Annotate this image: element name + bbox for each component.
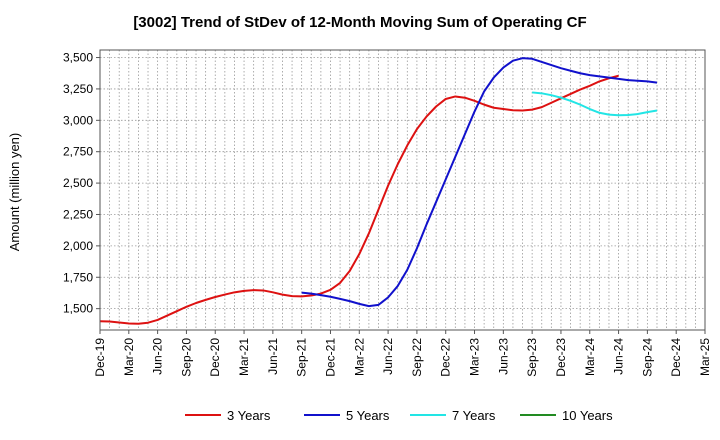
y-tick-label: 3,250	[63, 82, 93, 96]
legend-label-3-years: 3 Years	[227, 408, 271, 423]
series-line-3-years	[99, 74, 619, 325]
axis-layer: 1,500 1,750 2,000 2,250 2,500 2,750 3,000 3,250…	[63, 49, 712, 377]
x-tick-label: Sep-20	[179, 338, 193, 377]
legend-label-7-years: 7 Years	[452, 408, 496, 423]
y-tick-label: 2,750	[63, 145, 93, 159]
x-tick-label: Mar-22	[352, 338, 366, 376]
series-layer	[99, 57, 658, 325]
x-tick-label: Jun-22	[381, 338, 395, 375]
x-tick-label: Sep-23	[525, 338, 539, 377]
legend-label-10-years: 10 Years	[562, 408, 613, 423]
x-tick-label: Mar-23	[468, 338, 482, 376]
x-tick-label: Mar-21	[237, 338, 251, 376]
series-line-5-years	[301, 57, 658, 308]
legend: 3 Years 5 Years 7 Years 10 Years	[185, 408, 613, 423]
grid-layer	[100, 50, 705, 330]
y-tick-label: 2,250	[63, 207, 93, 221]
y-tick-label: 1,750	[63, 270, 93, 284]
x-tick-label: Dec-20	[208, 338, 222, 377]
x-tick-label: Mar-24	[583, 338, 597, 376]
x-tick-label: Dec-23	[554, 338, 568, 377]
legend-label-5-years: 5 Years	[346, 408, 390, 423]
x-tick-label: Sep-22	[410, 338, 424, 377]
x-tick-label: Jun-20	[151, 338, 165, 375]
series-line-7-years	[532, 91, 658, 117]
x-tick-label: Dec-24	[669, 338, 683, 377]
x-tick-label: Mar-25	[698, 338, 712, 376]
x-tick-label: Jun-23	[496, 338, 510, 375]
chart-title: [3002] Trend of StDev of 12-Month Moving…	[133, 14, 586, 31]
y-tick-label: 1,500	[63, 302, 93, 316]
y-tick-label: 2,500	[63, 176, 93, 190]
x-tick-label: Sep-24	[640, 338, 654, 377]
plot-frame	[99, 49, 706, 331]
x-tick-label: Mar-20	[122, 338, 136, 376]
x-tick-label: Sep-21	[295, 338, 309, 377]
x-tick-label: Dec-22	[439, 338, 453, 377]
x-tick-label: Jun-24	[612, 338, 626, 375]
x-tick-label: Dec-21	[323, 338, 337, 377]
y-tick-label: 3,500	[63, 51, 93, 65]
y-axis-label: Amount (million yen)	[7, 133, 22, 252]
y-tick-label: 2,000	[63, 239, 93, 253]
y-tick-label: 3,000	[63, 113, 93, 127]
x-tick-label: Dec-19	[93, 338, 107, 377]
x-tick-label: Jun-21	[266, 338, 280, 375]
